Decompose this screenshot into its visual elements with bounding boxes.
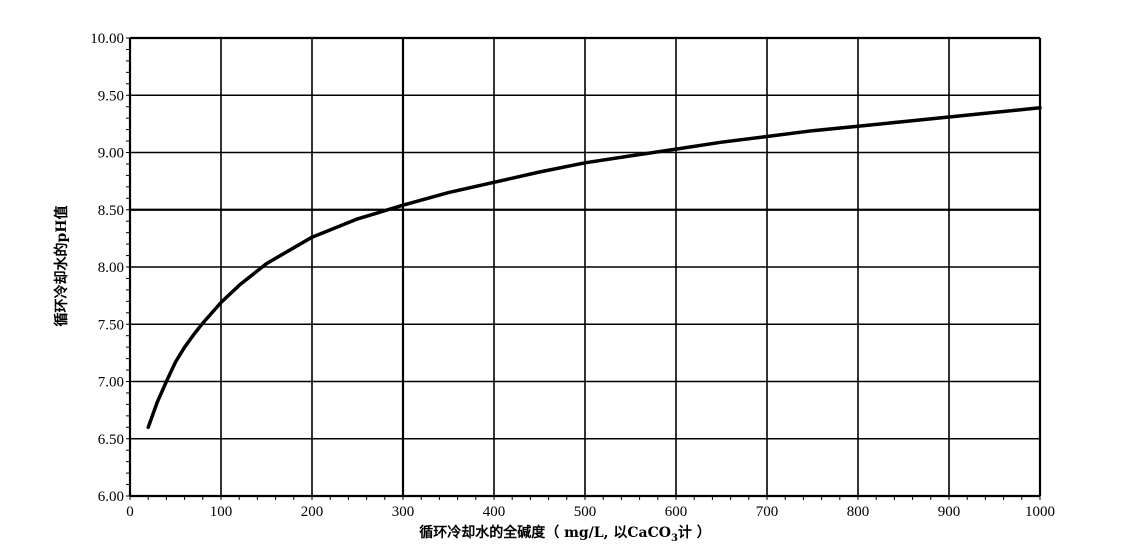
- ph-curve: [146, 106, 1042, 430]
- x-tick-label: 500: [574, 504, 597, 520]
- x-tick-label: 1000: [1025, 504, 1055, 520]
- x-tick-label: 900: [938, 504, 961, 520]
- y-tick-label: 10.00: [90, 31, 124, 47]
- x-tick-label: 100: [210, 504, 233, 520]
- y-tick-label: 9.50: [98, 88, 124, 104]
- y-tick-label: 8.00: [98, 260, 124, 276]
- y-tick-label: 7.50: [98, 317, 124, 333]
- x-tick-labels: 0 100 200 300 400 500 600 700 800 900 1000: [126, 504, 1055, 520]
- x-tick-label: 800: [847, 504, 870, 520]
- y-tick-label: 9.00: [98, 146, 124, 162]
- x-axis-title: 循环冷却水的全碱度（ mg/L, 以CaCO3计 ）: [419, 524, 711, 544]
- y-tick-label: 6.00: [98, 489, 124, 505]
- x-tick-label: 400: [483, 504, 506, 520]
- x-tick-label: 200: [301, 504, 324, 520]
- x-tick-label: 0: [126, 504, 134, 520]
- y-tick-labels: 6.00 6.50 7.00 7.50 8.00 8.50 9.00 9.50 10.00: [90, 31, 124, 505]
- data-series: [146, 106, 1042, 430]
- x-tick-label: 700: [756, 504, 779, 520]
- y-tick-label: 6.50: [98, 432, 124, 448]
- x-tick-label: 600: [665, 504, 688, 520]
- grid-lines: [128, 36, 1042, 498]
- y-tick-label: 8.50: [98, 203, 124, 219]
- minor-ticks: [126, 37, 1041, 500]
- y-axis-title: 循环冷却水的pH值: [53, 205, 70, 326]
- x-tick-label: 300: [392, 504, 415, 520]
- y-tick-label: 7.00: [98, 375, 124, 391]
